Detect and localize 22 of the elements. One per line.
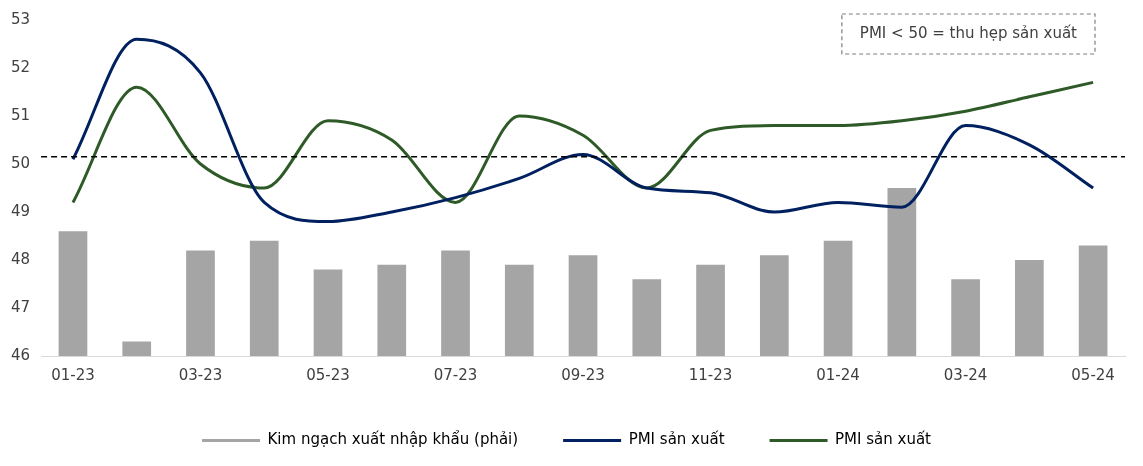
x-tick-label: 01-24	[816, 365, 860, 384]
x-tick-label: 07-23	[433, 365, 478, 384]
x-tick-label: 05-24	[1071, 365, 1115, 384]
y-tick-label: 52	[10, 57, 31, 76]
annotation: PMI < 50 = thu hẹp sản xuất	[859, 23, 1078, 42]
y-tick-label: 53	[10, 9, 31, 28]
x-tick-label: 05-23	[306, 365, 350, 384]
x-tick-label: 09-23	[561, 365, 605, 384]
x-tick-label: 03-24	[943, 365, 988, 384]
y-tick-label: 49	[10, 201, 31, 220]
line-series	[71, 80, 1095, 204]
legend-label: PMI sản xuất	[835, 430, 932, 449]
y-tick-label: 47	[10, 297, 31, 316]
legend-label: Kim ngạch xuất nhập khẩu (phải)	[267, 430, 519, 449]
y-tick-label: 50	[10, 153, 31, 172]
legend-label: PMI sản xuất	[628, 430, 725, 449]
y-tick-label: 51	[10, 105, 31, 124]
x-tick-label: 11-23	[688, 365, 733, 384]
y-tick-label: 46	[10, 345, 31, 364]
x-tick-label: 01-23	[51, 365, 95, 384]
x-tick-label: 03-23	[178, 365, 223, 384]
y-tick-label: 48	[10, 249, 31, 268]
